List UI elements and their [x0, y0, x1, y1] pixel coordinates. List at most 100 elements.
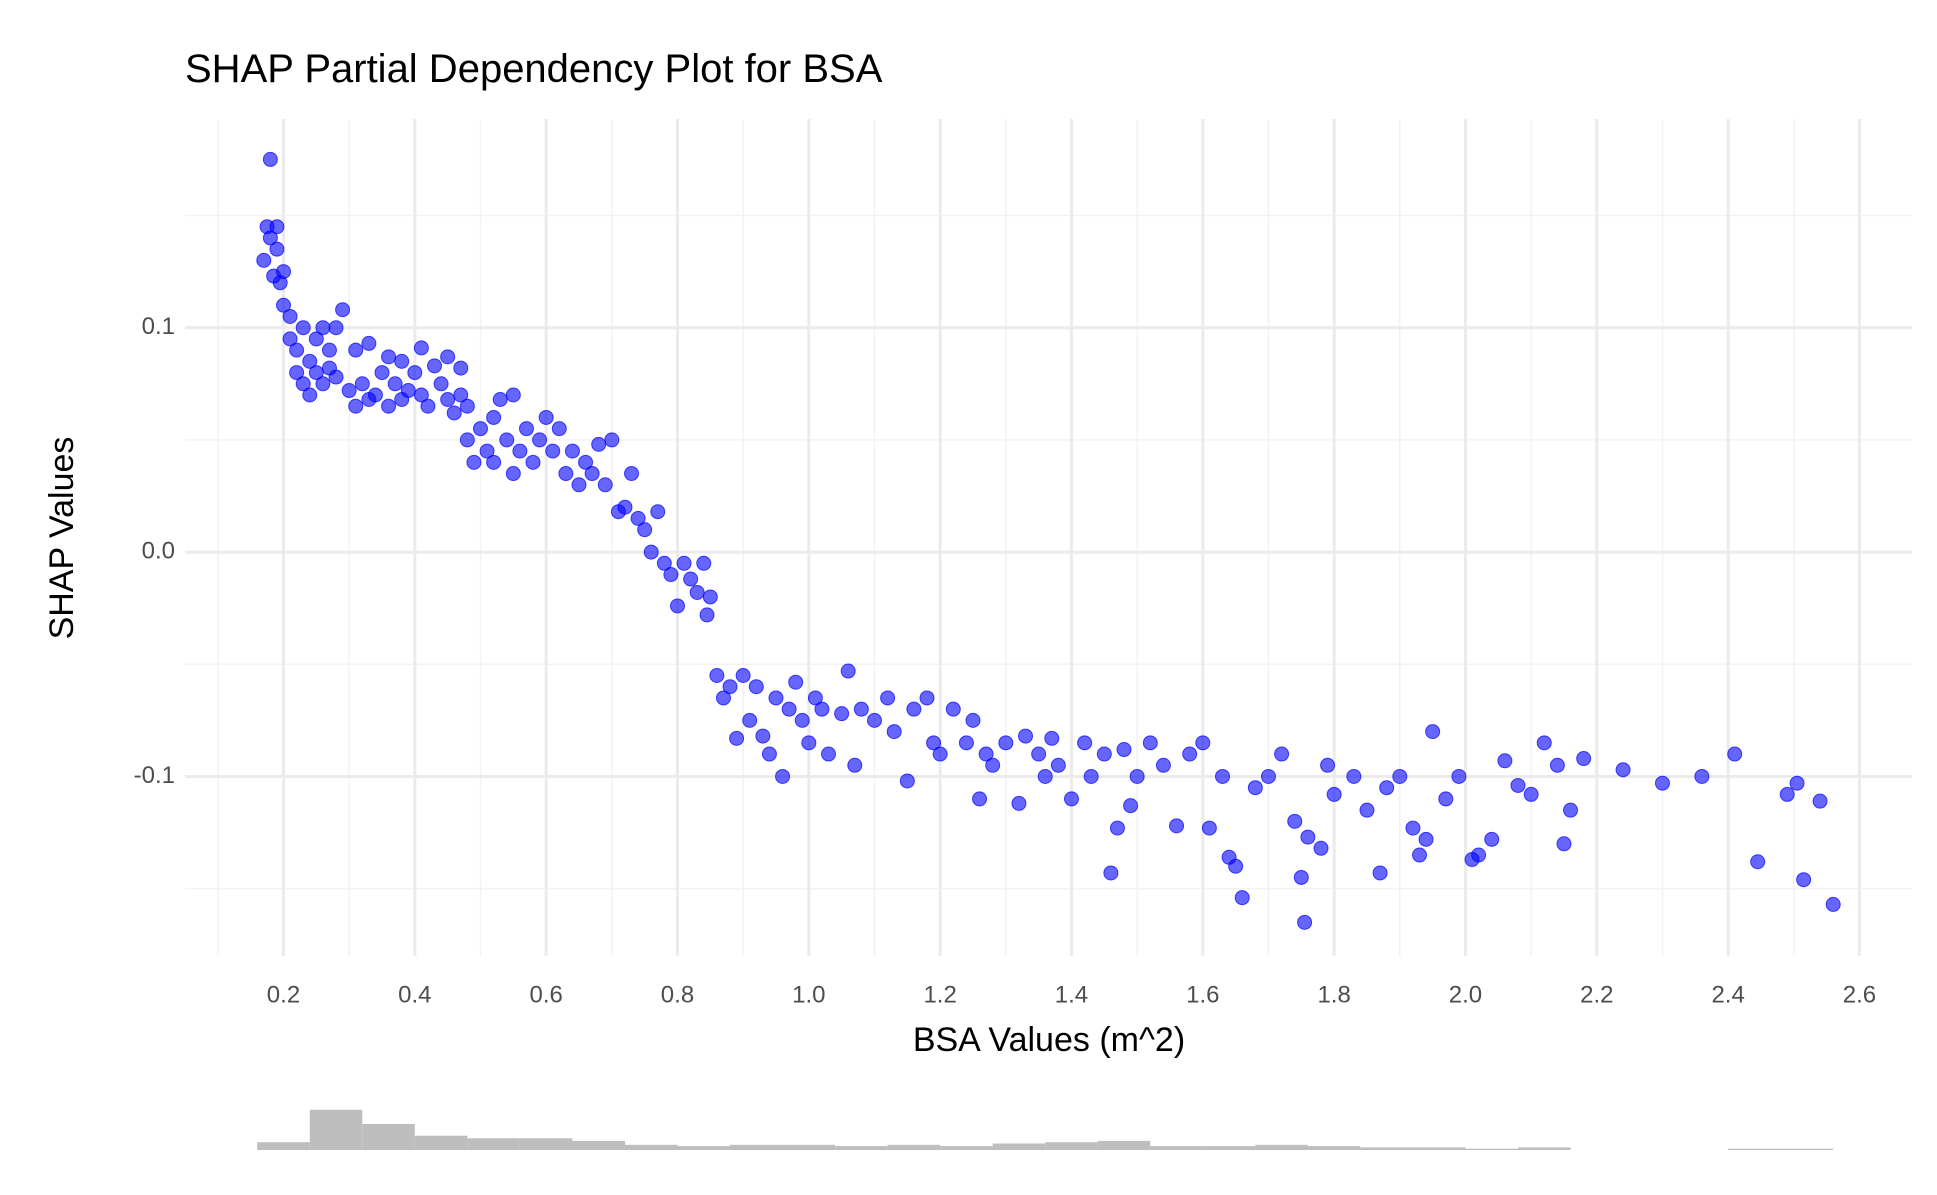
point	[604, 432, 620, 448]
point	[1438, 791, 1454, 807]
point	[479, 443, 495, 459]
point	[427, 358, 443, 374]
point	[1779, 786, 1795, 802]
histogram-bar	[519, 1138, 573, 1150]
point	[1320, 757, 1336, 773]
point	[702, 589, 718, 605]
point	[880, 690, 896, 706]
point	[1287, 813, 1303, 829]
histogram-bar	[1465, 1148, 1519, 1150]
point	[302, 353, 318, 369]
point	[1109, 820, 1125, 836]
point	[709, 668, 725, 684]
point	[551, 421, 567, 437]
point	[847, 757, 863, 773]
point	[945, 701, 961, 717]
point	[1103, 865, 1119, 881]
x-tick-label: 1.2	[923, 981, 956, 1008]
point	[840, 663, 856, 679]
point	[269, 219, 285, 235]
point	[821, 746, 837, 762]
chart-title: SHAP Partial Dependency Plot for BSA	[185, 47, 883, 91]
point	[545, 443, 561, 459]
point	[289, 365, 305, 381]
point	[564, 443, 580, 459]
point	[256, 252, 272, 268]
point	[768, 690, 784, 706]
histogram-bar	[1412, 1147, 1466, 1150]
point	[571, 477, 587, 493]
point	[505, 387, 521, 403]
point	[1536, 735, 1552, 751]
point	[683, 571, 699, 587]
x-tick-label: 0.2	[267, 981, 300, 1008]
y-axis-title: SHAP Values	[43, 437, 81, 640]
point	[578, 454, 594, 470]
point	[1083, 768, 1099, 784]
point	[958, 735, 974, 751]
point	[699, 607, 715, 623]
point	[722, 679, 738, 695]
point	[505, 466, 521, 482]
point	[1037, 768, 1053, 784]
point	[341, 383, 357, 399]
point	[400, 383, 416, 399]
point	[282, 308, 298, 324]
histogram-bar	[309, 1109, 363, 1150]
point	[1392, 768, 1408, 784]
point	[466, 454, 482, 470]
point	[1694, 768, 1710, 784]
point	[1796, 872, 1812, 888]
point	[262, 230, 278, 246]
point	[1313, 840, 1329, 856]
point	[742, 712, 758, 728]
point	[1228, 858, 1244, 874]
histogram-bar	[362, 1124, 415, 1150]
point	[735, 668, 751, 684]
point	[289, 342, 305, 358]
point	[348, 342, 364, 358]
point	[729, 730, 745, 746]
point	[689, 584, 705, 600]
point	[1510, 777, 1526, 793]
point	[801, 735, 817, 751]
point	[998, 735, 1014, 751]
point	[440, 391, 456, 407]
point	[617, 499, 633, 515]
point	[932, 746, 948, 762]
point	[354, 376, 370, 392]
point	[1556, 836, 1572, 852]
point	[1129, 768, 1145, 784]
point	[315, 376, 331, 392]
point	[1182, 746, 1198, 762]
histogram-bar	[1255, 1144, 1308, 1150]
histogram-bar	[782, 1144, 836, 1150]
point	[472, 421, 488, 437]
point	[295, 376, 311, 392]
point	[775, 768, 791, 784]
point	[965, 712, 981, 728]
x-tick-label: 0.6	[529, 981, 562, 1008]
point	[518, 421, 534, 437]
point	[1563, 802, 1579, 818]
point	[899, 773, 915, 789]
point	[1169, 818, 1185, 834]
histogram-bar	[1780, 1148, 1834, 1150]
point	[1654, 775, 1670, 791]
point	[1247, 780, 1263, 796]
point	[1077, 735, 1093, 751]
point	[1155, 757, 1171, 773]
point	[381, 398, 397, 414]
point	[453, 360, 469, 376]
point	[591, 436, 607, 452]
point	[1096, 746, 1112, 762]
point	[1418, 831, 1434, 847]
point	[1201, 820, 1217, 836]
histogram-bar	[1360, 1147, 1413, 1150]
point	[453, 387, 469, 403]
point	[643, 544, 659, 560]
point	[1297, 914, 1313, 930]
point	[1576, 751, 1592, 767]
point	[1123, 798, 1139, 814]
histogram-bar	[1307, 1146, 1361, 1150]
